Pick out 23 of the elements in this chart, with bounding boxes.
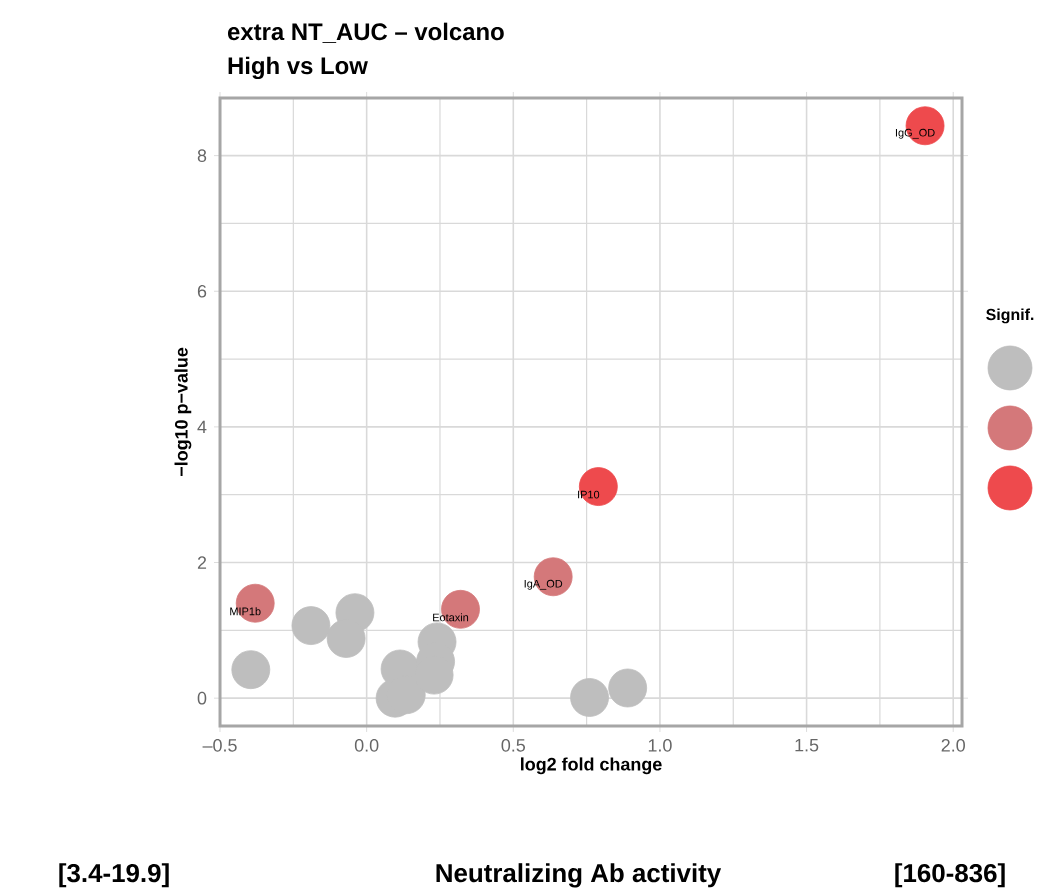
- y-tick-label: 8: [197, 149, 207, 162]
- y-axis-title: −log10 p−value: [174, 347, 192, 477]
- point: [291, 606, 331, 645]
- y-tick-label: 6: [197, 284, 207, 298]
- y-tick-label: 0: [197, 691, 207, 705]
- x-tick-label: –0.5: [202, 739, 237, 752]
- point: [231, 650, 271, 690]
- chart-subtitle: High vs Low: [228, 56, 368, 80]
- x-tick-label: 0.0: [354, 739, 379, 752]
- x-tick-label: 2.0: [941, 739, 965, 752]
- y-tick-label: 4: [197, 420, 207, 434]
- x-tick-label: 1.5: [795, 739, 819, 752]
- x-tick-label: 1.0: [648, 739, 672, 752]
- x-tick-label: 0.5: [501, 739, 525, 752]
- point: [326, 619, 366, 658]
- text: [3.4-19.9]: [59, 863, 169, 888]
- chart-title: extra NT_AUC – volcano: [227, 22, 504, 43]
- text: Neutralizing Ab activity: [436, 863, 722, 888]
- text: [160-836]: [895, 863, 1005, 888]
- x-axis-title: log2 fold change: [521, 757, 662, 775]
- y-tick-label: 2: [197, 556, 207, 569]
- point: [608, 668, 648, 708]
- point: [570, 678, 609, 717]
